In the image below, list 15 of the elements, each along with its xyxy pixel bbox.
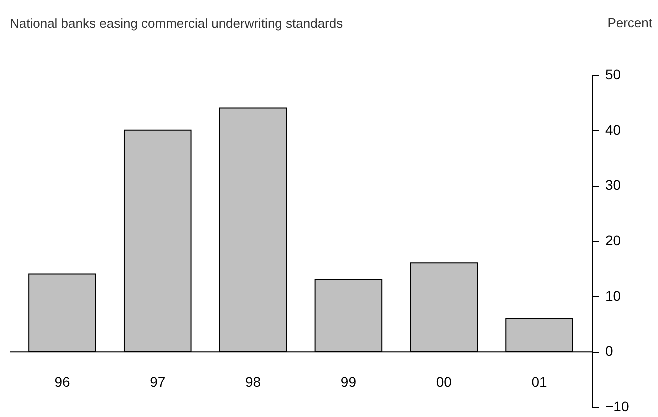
x-tick-label: 98 — [246, 374, 262, 390]
y-tick-label: 30 — [606, 177, 622, 194]
x-tick-label: 00 — [436, 374, 452, 390]
chart-title: National banks easing commercial underwriting standards — [10, 16, 344, 31]
y-tick-label: 50 — [606, 66, 622, 82]
y-tick-label: −10 — [606, 398, 630, 414]
y-tick-label: 10 — [606, 288, 622, 304]
y-tick-label: 0 — [606, 343, 614, 360]
y-tick-label: 20 — [606, 232, 622, 248]
x-tick-label: 96 — [54, 374, 70, 390]
y-axis-title: Percent — [608, 16, 653, 30]
y-tick-label: 40 — [606, 122, 622, 138]
x-tick-label: 99 — [340, 374, 357, 390]
x-tick-label: 97 — [150, 374, 166, 390]
x-tick-label: 01 — [532, 374, 548, 390]
